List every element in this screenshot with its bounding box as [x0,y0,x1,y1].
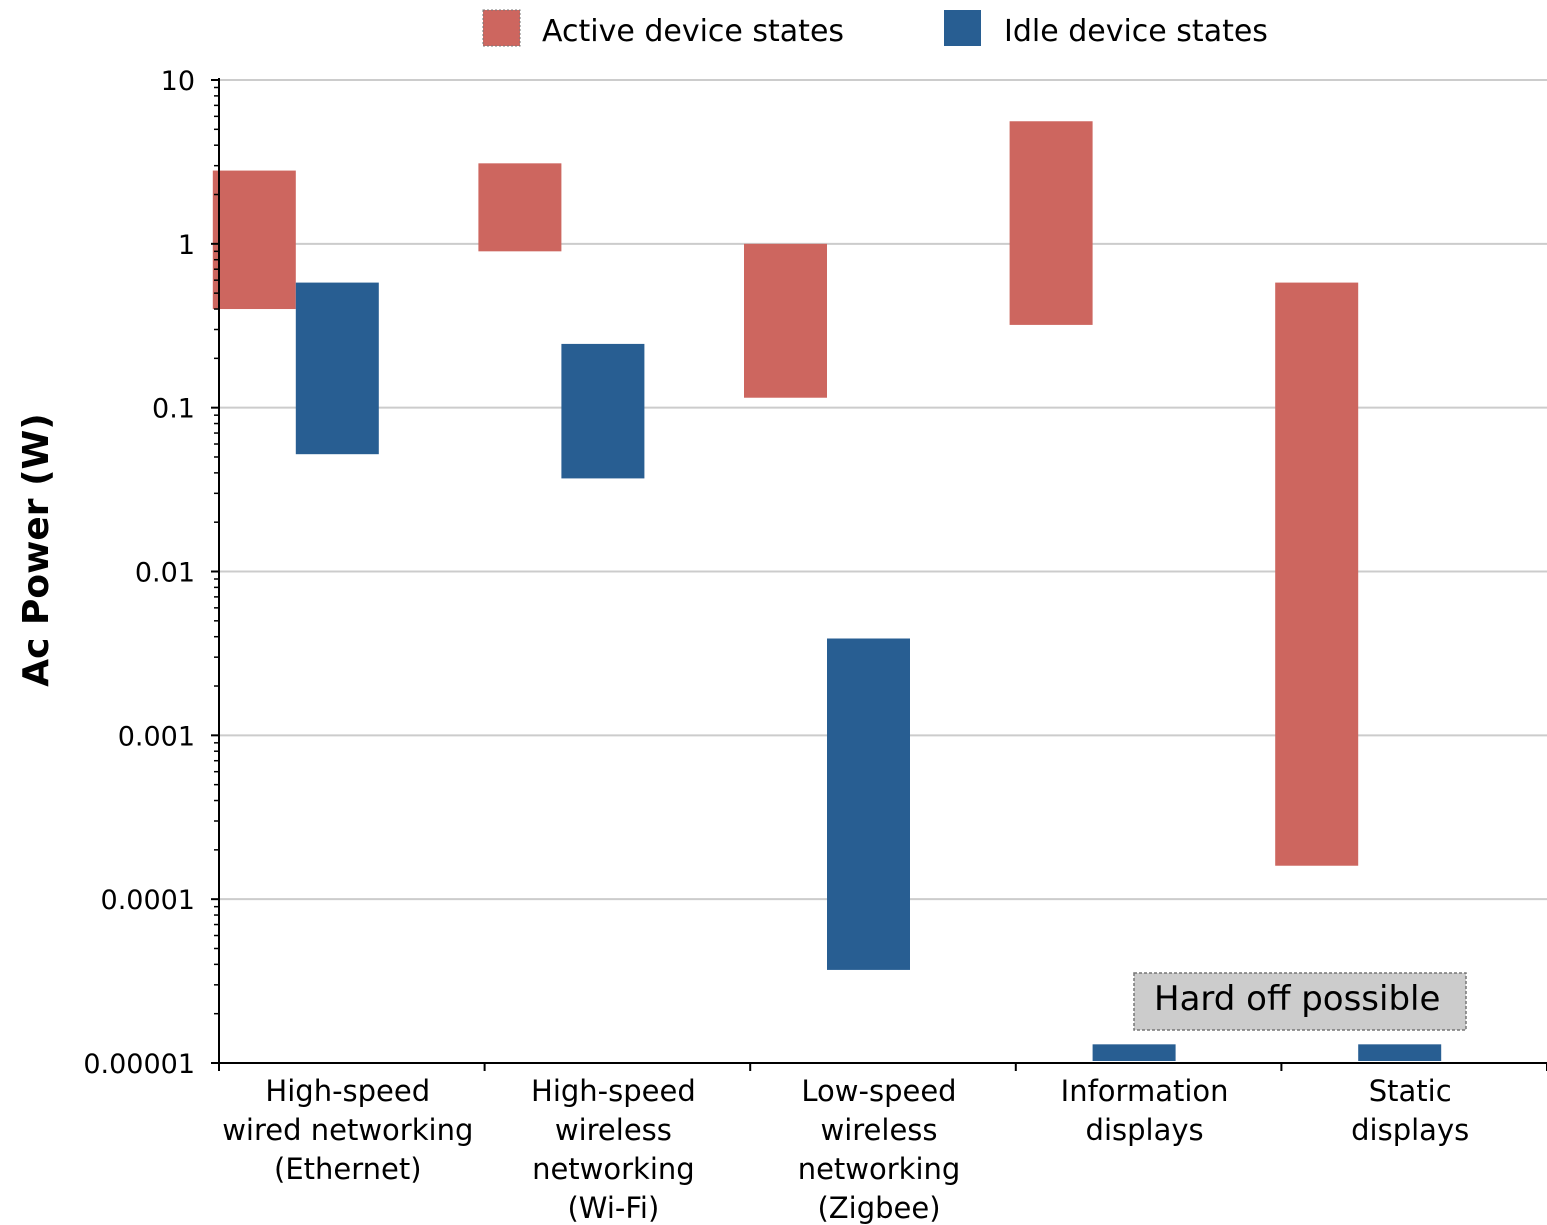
y-tick-label: 0.001 [118,721,195,752]
legend-label-active: Active device states [542,14,844,49]
y-tick-label: 0.1 [152,394,195,425]
legend-swatch-active [482,9,521,47]
legend-label-idle: Idle device states [1004,14,1268,49]
hard-off-annotation: Hard off possible [1133,972,1467,1031]
axes: 10 1 0.1 0.01 0.001 0.0001 0.00001 High-speed wi… [83,66,1547,1225]
y-tick-label: 1 [178,230,195,261]
idle-range-bar [1358,1044,1442,1061]
y-tick-label: 0.0001 [101,885,195,916]
y-axis-title: Ac Power (W) [16,413,57,686]
x-category-label: High-speed wired networking (Ethernet) [222,1074,473,1186]
idle-range-bar [561,343,645,479]
legend-swatch-idle [944,10,981,46]
y-tick-label: 0.00001 [83,1049,195,1080]
active-range-bar [1275,282,1359,866]
bars [212,121,1442,1061]
x-category-label: Information displays [1061,1074,1229,1147]
annotation-text: Hard off possible [1154,979,1440,1019]
x-category-label: High-speed wireless networking (Wi-Fi) [531,1074,696,1225]
x-category-label: Static displays [1351,1074,1469,1147]
y-tick-label: 10 [161,66,195,97]
active-range-bar [478,163,562,252]
x-category-label: Low-speed wireless networking (Zigbee) [798,1074,961,1225]
y-tick-label: 0.01 [135,558,195,589]
active-range-bar [212,170,296,310]
active-range-bar [1009,121,1093,325]
idle-range-bar [295,282,379,455]
legend: Active device states Idle device states [482,9,1268,49]
active-range-bar [744,243,827,398]
idle-range-bar [1092,1044,1176,1061]
annotation-box [1133,972,1467,1031]
idle-range-bar [827,638,910,970]
